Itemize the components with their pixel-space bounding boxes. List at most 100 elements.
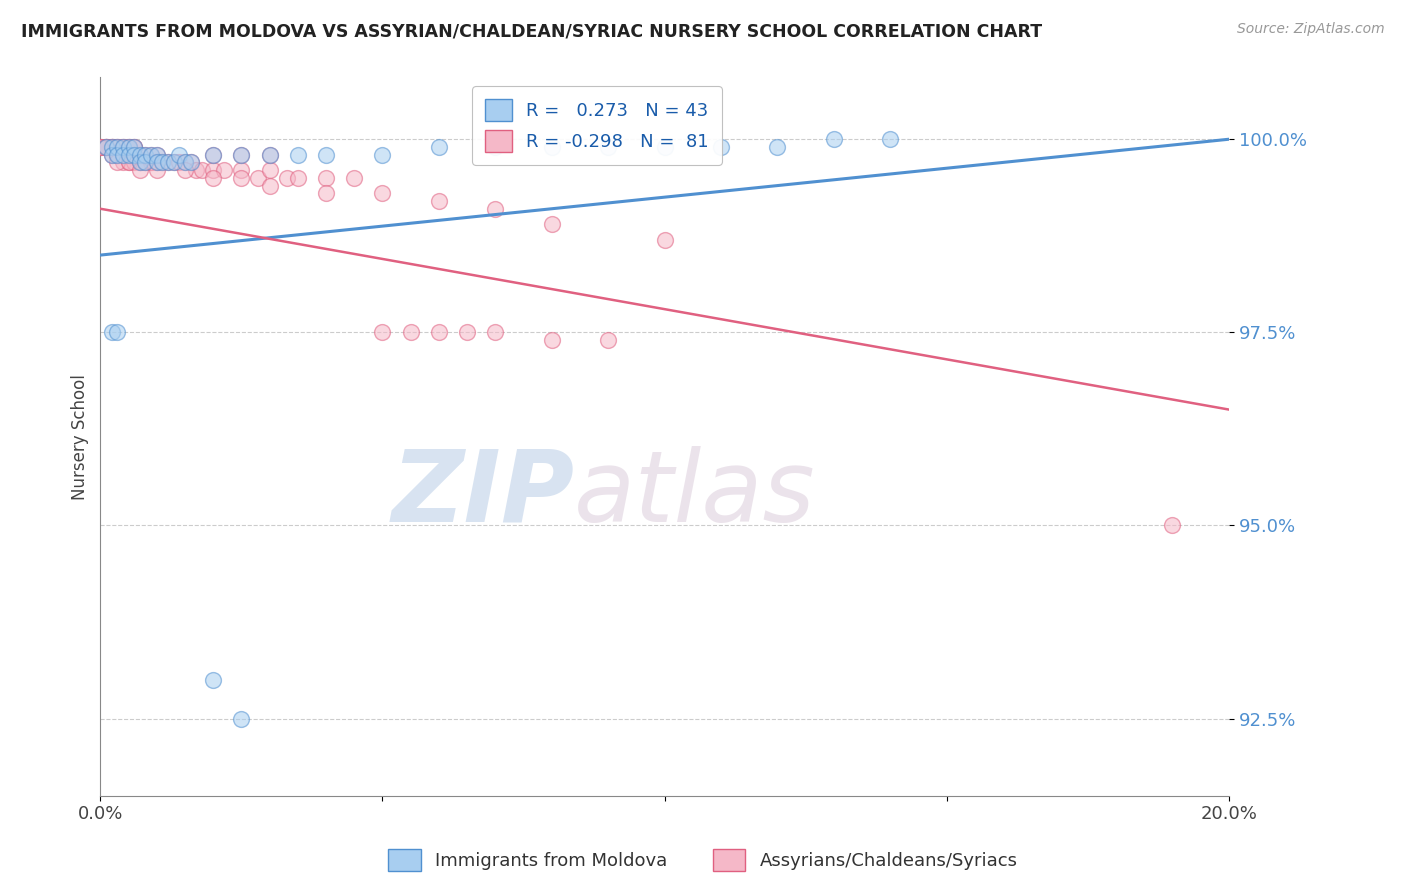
Point — [146, 155, 169, 169]
Point — [134, 155, 156, 169]
Point — [134, 147, 156, 161]
Point — [484, 202, 506, 216]
Point — [146, 147, 169, 161]
Point — [766, 140, 789, 154]
Point — [202, 673, 225, 687]
Text: atlas: atlas — [574, 446, 815, 542]
Point — [134, 155, 156, 169]
Point — [111, 140, 134, 154]
Point — [111, 147, 134, 161]
Point — [598, 140, 620, 154]
Point — [100, 140, 122, 154]
Point — [139, 155, 162, 169]
Point — [94, 140, 117, 154]
Point — [231, 147, 253, 161]
Point — [202, 147, 225, 161]
Point — [111, 147, 134, 161]
Y-axis label: Nursery School: Nursery School — [72, 374, 89, 500]
Point — [128, 155, 150, 169]
Point — [122, 140, 145, 154]
Point — [259, 178, 281, 193]
Point — [202, 147, 225, 161]
Point — [117, 140, 139, 154]
Point — [105, 140, 128, 154]
Point — [122, 140, 145, 154]
Point — [105, 140, 128, 154]
Point — [1161, 518, 1184, 533]
Point — [139, 147, 162, 161]
Point — [202, 170, 225, 185]
Point — [180, 155, 202, 169]
Point — [456, 326, 478, 340]
Point — [152, 155, 174, 169]
Point — [654, 140, 676, 154]
Point — [163, 155, 186, 169]
Point — [180, 155, 202, 169]
Legend: Immigrants from Moldova, Assyrians/Chaldeans/Syriacs: Immigrants from Moldova, Assyrians/Chald… — [381, 842, 1025, 879]
Point — [174, 163, 197, 178]
Point — [117, 147, 139, 161]
Point — [89, 140, 111, 154]
Point — [169, 155, 191, 169]
Point — [117, 140, 139, 154]
Point — [879, 132, 901, 146]
Point — [231, 163, 253, 178]
Point — [427, 326, 450, 340]
Point — [100, 140, 122, 154]
Point — [122, 155, 145, 169]
Point — [100, 147, 122, 161]
Point — [287, 147, 309, 161]
Point — [139, 155, 162, 169]
Point — [174, 155, 197, 169]
Point — [371, 147, 394, 161]
Point — [598, 333, 620, 347]
Point — [100, 140, 122, 154]
Text: Source: ZipAtlas.com: Source: ZipAtlas.com — [1237, 22, 1385, 37]
Point — [315, 147, 337, 161]
Point — [157, 155, 180, 169]
Point — [89, 140, 111, 154]
Point — [163, 155, 186, 169]
Point — [117, 140, 139, 154]
Point — [128, 163, 150, 178]
Point — [139, 147, 162, 161]
Point — [122, 140, 145, 154]
Point — [427, 140, 450, 154]
Point — [111, 140, 134, 154]
Point — [371, 186, 394, 201]
Point — [157, 155, 180, 169]
Point — [111, 155, 134, 169]
Point — [214, 163, 236, 178]
Point — [231, 712, 253, 726]
Point — [94, 140, 117, 154]
Point — [111, 140, 134, 154]
Point — [94, 140, 117, 154]
Point — [484, 326, 506, 340]
Text: ZIP: ZIP — [391, 446, 574, 542]
Point — [540, 140, 562, 154]
Point — [134, 147, 156, 161]
Point — [128, 147, 150, 161]
Point — [259, 163, 281, 178]
Point — [105, 147, 128, 161]
Point — [399, 326, 422, 340]
Point — [117, 147, 139, 161]
Point — [231, 170, 253, 185]
Point — [540, 217, 562, 231]
Point — [823, 132, 845, 146]
Point — [122, 147, 145, 161]
Point — [100, 147, 122, 161]
Point — [105, 147, 128, 161]
Text: IMMIGRANTS FROM MOLDOVA VS ASSYRIAN/CHALDEAN/SYRIAC NURSERY SCHOOL CORRELATION C: IMMIGRANTS FROM MOLDOVA VS ASSYRIAN/CHAL… — [21, 22, 1042, 40]
Point — [287, 170, 309, 185]
Point — [100, 140, 122, 154]
Point — [231, 147, 253, 161]
Point — [117, 155, 139, 169]
Point — [259, 147, 281, 161]
Point — [105, 140, 128, 154]
Point — [134, 155, 156, 169]
Point — [94, 140, 117, 154]
Point — [259, 147, 281, 161]
Point — [169, 147, 191, 161]
Point — [146, 147, 169, 161]
